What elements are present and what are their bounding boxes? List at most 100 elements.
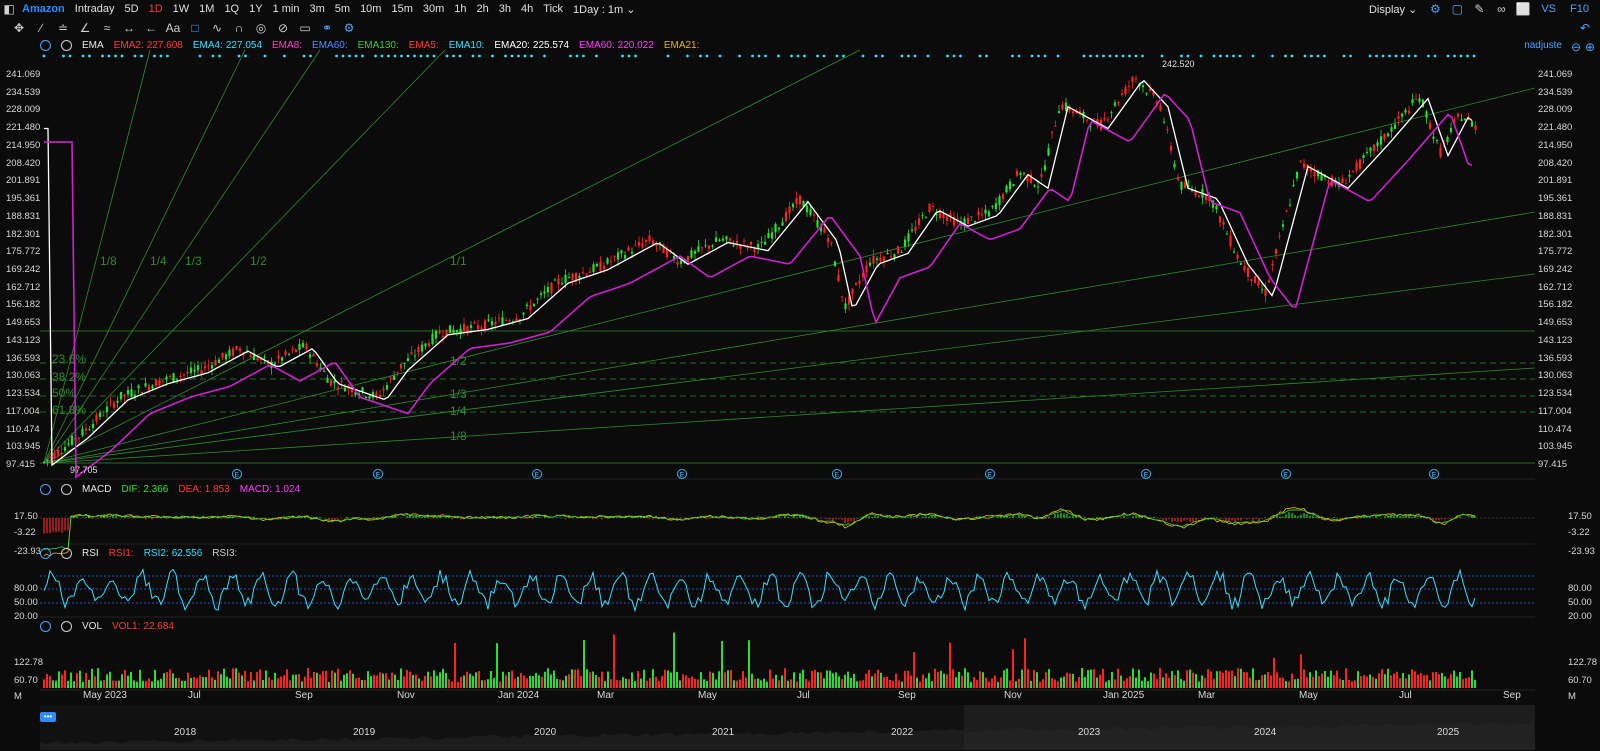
- period-tab[interactable]: 10m: [360, 3, 382, 15]
- f10-button[interactable]: F10: [1570, 3, 1589, 15]
- period-tab[interactable]: 1Y: [249, 3, 263, 15]
- period-tab[interactable]: Tick: [543, 3, 564, 15]
- candle-body: [364, 397, 368, 399]
- candle-body: [441, 335, 445, 337]
- signal-dot: [1375, 54, 1378, 58]
- volume-bar: [676, 672, 678, 688]
- rsi-name[interactable]: RSI: [82, 548, 99, 559]
- volume-bar: [154, 669, 156, 688]
- volume-bar: [1012, 649, 1014, 688]
- candle-body: [315, 363, 319, 367]
- link-icon[interactable]: ∞: [1497, 2, 1506, 16]
- candle-body: [732, 245, 735, 247]
- volume-bar: [934, 668, 936, 688]
- candle-body: [109, 401, 112, 403]
- price-tick-left: 169.242: [6, 264, 41, 275]
- fan-icon[interactable]: ∠: [79, 21, 91, 35]
- period-tab[interactable]: 1h: [454, 3, 467, 15]
- compare-button[interactable]: VS: [1541, 3, 1557, 15]
- period-tab[interactable]: 15m: [391, 3, 413, 15]
- arrow-left-icon[interactable]: ←: [145, 21, 157, 35]
- lock-icon[interactable]: ◎: [255, 21, 267, 35]
- period-tab[interactable]: 5m: [334, 3, 351, 15]
- minus-circle-icon[interactable]: ⊖: [1570, 40, 1582, 54]
- brush-icon[interactable]: ∿: [211, 21, 223, 35]
- volume-bar: [493, 678, 495, 688]
- volume-bar: [181, 680, 183, 688]
- overview-button[interactable]: •••: [40, 712, 56, 722]
- hide-icon[interactable]: ⊘: [277, 21, 289, 35]
- indicator-name[interactable]: EMA: [82, 40, 104, 51]
- signal-dot: [796, 54, 800, 58]
- fullscreen-icon[interactable]: ⬜: [1515, 2, 1531, 16]
- volume-bar: [691, 676, 693, 688]
- volume-bar: [382, 673, 384, 688]
- volume-bar: [1429, 680, 1431, 688]
- rsi-visibility-icon[interactable]: [61, 548, 72, 559]
- chart-style-icon[interactable]: ▢: [1451, 2, 1464, 16]
- symbol-title[interactable]: Amazon: [22, 3, 65, 15]
- plus-circle-icon[interactable]: ⊕: [1584, 40, 1596, 54]
- measure-icon[interactable]: ↔: [123, 21, 135, 35]
- period-tab[interactable]: 3m: [309, 3, 325, 15]
- undo-icon[interactable]: ↶: [1579, 21, 1591, 35]
- comment-icon[interactable]: □: [191, 21, 199, 35]
- fan-line: [43, 367, 1536, 464]
- settings-icon[interactable]: ⚙: [1429, 2, 1441, 16]
- volume-bar: [148, 678, 150, 688]
- candle-body: [1012, 184, 1015, 187]
- period-tab[interactable]: 30m: [422, 3, 445, 15]
- period-tab[interactable]: 1M: [199, 3, 215, 15]
- period-tab[interactable]: 1Q: [224, 3, 240, 15]
- candle-body: [466, 326, 469, 334]
- price-tick-left: 162.712: [6, 281, 41, 293]
- period-tab[interactable]: 4h: [521, 3, 534, 15]
- pen-icon[interactable]: ✎: [1474, 2, 1485, 16]
- candle-body: [1082, 111, 1085, 119]
- pattern-icon[interactable]: ≈: [103, 21, 111, 35]
- legend-settings-icon[interactable]: [40, 40, 51, 51]
- user-label[interactable]: nadjuste: [1524, 40, 1562, 51]
- period-tab[interactable]: 5D: [124, 3, 139, 15]
- period-tab[interactable]: 1 min: [272, 3, 300, 15]
- magnet-icon[interactable]: ∩: [234, 21, 244, 35]
- volume-bar: [664, 669, 666, 688]
- period-tab[interactable]: 1W: [172, 3, 190, 15]
- vol-settings-icon[interactable]: [40, 621, 51, 632]
- sidebar-toggle-icon[interactable]: ◧: [3, 2, 15, 16]
- vol-name[interactable]: VOL: [82, 621, 103, 632]
- signal-dot: [1141, 54, 1144, 58]
- volume-bar: [457, 681, 459, 688]
- macd-name[interactable]: MACD: [82, 484, 112, 495]
- text-icon[interactable]: Aa: [165, 21, 181, 35]
- display-menu[interactable]: Display ⌄: [1368, 3, 1418, 16]
- macd-visibility-icon[interactable]: [61, 484, 72, 495]
- trash-icon[interactable]: ▭: [299, 21, 311, 35]
- vol-visibility-icon[interactable]: [61, 621, 72, 632]
- link-chain-icon[interactable]: ⚭: [321, 21, 333, 35]
- volume-bar: [118, 680, 120, 688]
- rsi-settings-icon[interactable]: [40, 548, 51, 559]
- candle-body: [424, 343, 427, 347]
- period-tab[interactable]: 1D: [148, 3, 163, 15]
- price-tick: 214.950: [1538, 139, 1573, 151]
- volume-bar: [217, 671, 219, 688]
- gear-small-icon[interactable]: ⚙: [343, 21, 355, 35]
- macd-settings-icon[interactable]: [40, 484, 51, 495]
- candle-body: [903, 239, 907, 247]
- legend-visibility-icon[interactable]: [61, 40, 72, 51]
- interval-select[interactable]: 1Day : 1m ⌄: [573, 3, 636, 16]
- period-tab[interactable]: 3h: [498, 3, 512, 15]
- signal-dot: [1128, 54, 1131, 58]
- channel-icon[interactable]: ≐: [57, 21, 69, 35]
- signal-dot: [913, 54, 917, 58]
- legend-item: DIF: 2.366: [121, 484, 168, 495]
- trendline-icon[interactable]: ∕: [39, 21, 42, 35]
- period-tab[interactable]: 2h: [476, 3, 489, 15]
- signal-dot: [621, 54, 624, 58]
- overview-year: 2020: [534, 727, 557, 738]
- period-tab[interactable]: Intraday: [74, 3, 115, 15]
- legend-value: 62.556: [171, 548, 203, 559]
- move-icon[interactable]: ✥: [13, 21, 25, 35]
